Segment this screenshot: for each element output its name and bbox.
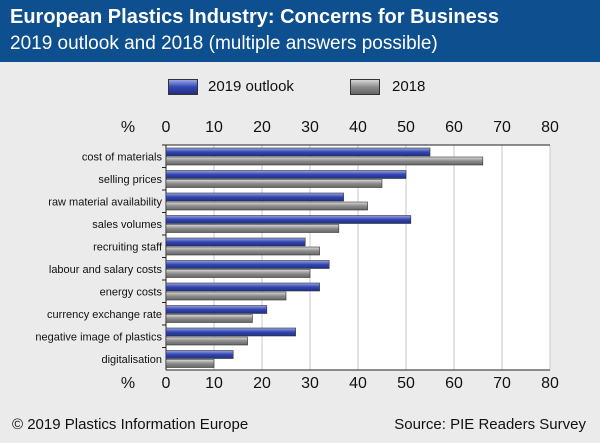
bar-2018 bbox=[165, 156, 484, 166]
x-tick-label-top: 20 bbox=[253, 119, 271, 136]
bar-2018 bbox=[165, 291, 287, 301]
legend-label-2019: 2019 outlook bbox=[208, 78, 294, 95]
axis-unit-label-top: % bbox=[121, 119, 135, 136]
x-tick-label-bottom: 60 bbox=[445, 375, 463, 392]
category-label: raw material availability bbox=[48, 196, 162, 208]
chart-title: European Plastics Industry: Concerns for… bbox=[10, 6, 500, 28]
category-label: negative image of plastics bbox=[35, 331, 162, 343]
x-tick-label-bottom: 10 bbox=[205, 375, 223, 392]
bar-2019 bbox=[165, 305, 268, 314]
x-tick-label-bottom: 40 bbox=[349, 375, 367, 392]
bar-2019 bbox=[165, 282, 320, 292]
bar-2019 bbox=[165, 170, 407, 179]
x-tick-label-bottom: 80 bbox=[541, 375, 559, 392]
bar-2018 bbox=[165, 179, 383, 188]
chart-subtitle: 2019 outlook and 2018 (multiple answers … bbox=[10, 33, 438, 54]
x-tick-label-top: 50 bbox=[397, 119, 415, 136]
bar-2018 bbox=[165, 201, 368, 211]
x-tick-label-bottom: 30 bbox=[301, 375, 319, 392]
category-label: sales volumes bbox=[92, 219, 162, 231]
x-tick-label-bottom: 20 bbox=[253, 375, 271, 392]
bar-2018 bbox=[165, 246, 320, 256]
x-tick-label-top: 30 bbox=[301, 119, 319, 136]
legend-swatch-2019 bbox=[168, 79, 198, 95]
x-tick-label-bottom: 70 bbox=[493, 375, 511, 392]
category-label: selling prices bbox=[98, 174, 162, 186]
x-tick-label-top: 70 bbox=[493, 119, 511, 136]
bar-2019 bbox=[165, 260, 330, 269]
x-tick-label-top: 40 bbox=[349, 119, 367, 136]
x-tick-label-bottom: 50 bbox=[397, 375, 415, 392]
category-label: digitalisation bbox=[101, 354, 162, 366]
bar-2019 bbox=[165, 350, 234, 359]
bar-2019 bbox=[165, 215, 412, 224]
chart-header: European Plastics Industry: Concerns for… bbox=[0, 0, 600, 62]
bar-2018 bbox=[165, 224, 340, 233]
category-label: currency exchange rate bbox=[47, 309, 162, 321]
category-label: recruiting staff bbox=[93, 241, 163, 253]
bar-2018 bbox=[165, 269, 311, 278]
category-label: labour and salary costs bbox=[49, 264, 163, 276]
bar-2019 bbox=[165, 147, 431, 157]
category-label: energy costs bbox=[100, 286, 163, 298]
x-tick-label-top: 0 bbox=[162, 119, 171, 136]
copyright-note: © 2019 Plastics Information Europe bbox=[12, 416, 249, 433]
x-tick-label-top: 60 bbox=[445, 119, 463, 136]
chart-legend: 2019 outlook 2018 bbox=[0, 70, 600, 104]
legend-label-2018: 2018 bbox=[392, 78, 426, 95]
x-tick-label-top: 10 bbox=[205, 119, 223, 136]
legend-swatch-2018 bbox=[350, 79, 380, 95]
bar-2019 bbox=[165, 237, 306, 247]
category-label: cost of materials bbox=[82, 151, 163, 163]
x-tick-label-bottom: 0 bbox=[162, 375, 171, 392]
source-note: Source: PIE Readers Survey bbox=[394, 416, 586, 433]
bar-2019 bbox=[165, 327, 296, 337]
axis-unit-label-bottom: % bbox=[121, 375, 135, 392]
bar-2019 bbox=[165, 192, 344, 202]
x-tick-label-top: 80 bbox=[541, 119, 559, 136]
bar-2018 bbox=[165, 359, 215, 368]
bar-2018 bbox=[165, 336, 248, 346]
bar-2018 bbox=[165, 314, 253, 323]
